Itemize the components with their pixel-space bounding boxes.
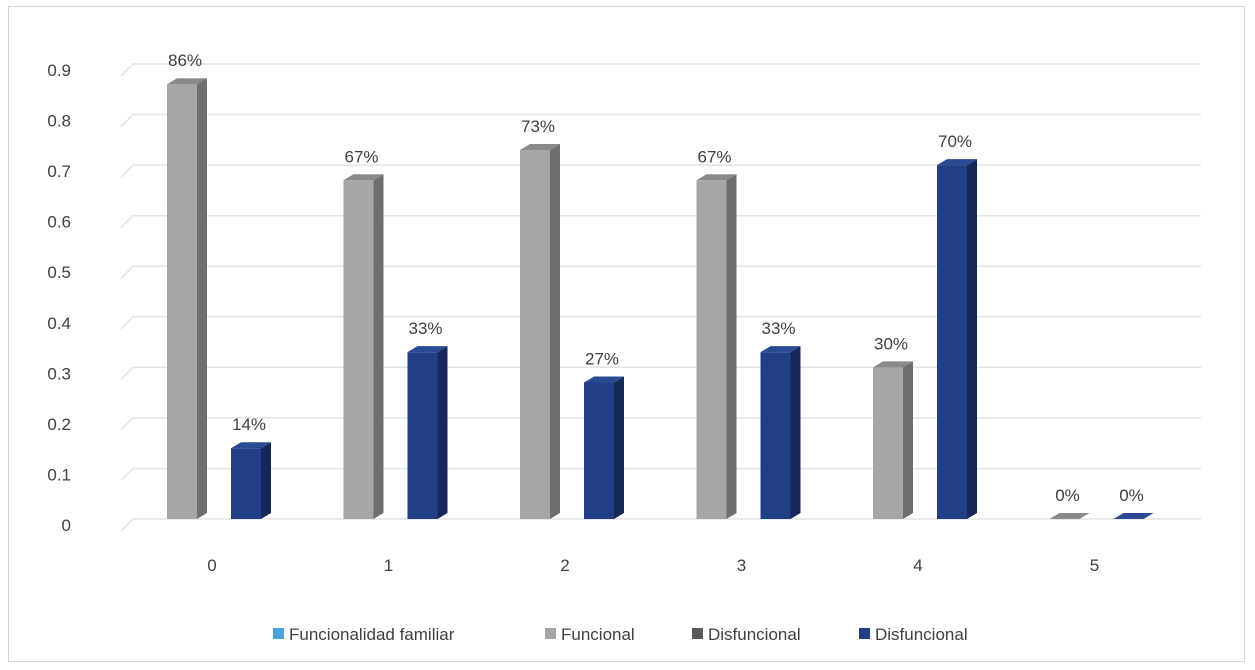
bar-funcional-4 — [873, 361, 913, 519]
gridlines — [120, 63, 1201, 532]
bars — [167, 78, 1154, 519]
data-label: 27% — [585, 350, 619, 369]
bar-funcional-0 — [167, 78, 207, 519]
data-label: 67% — [344, 147, 378, 166]
data-label: 67% — [697, 147, 731, 166]
legend-item: Funcionalidad familiar — [273, 625, 455, 644]
y-tick-label: 0.7 — [47, 162, 71, 181]
legend-item: Disfuncional — [859, 625, 968, 644]
bar-funcional-3 — [696, 174, 737, 519]
gridline — [120, 63, 1201, 77]
x-tick-label: 1 — [384, 556, 393, 575]
gridline — [120, 214, 1201, 229]
gridline — [120, 366, 1201, 380]
legend-label: Funcional — [561, 625, 635, 644]
data-label: 30% — [874, 334, 908, 353]
bar-chart: 00.10.20.30.40.50.60.70.80.9 86%14%67%33… — [47, 51, 1201, 644]
x-axis-ticks: 0 1 2 3 4 5 — [207, 556, 1099, 575]
y-tick-label: 0.5 — [47, 263, 71, 282]
data-label: 0% — [1055, 486, 1080, 505]
bar-funcional-2 — [520, 143, 560, 519]
gridline — [120, 518, 1201, 532]
legend: Funcionalidad familiar Funcional Disfuncio… — [273, 625, 968, 644]
bar-disfuncional-0 — [231, 442, 271, 519]
data-label: 33% — [761, 319, 795, 338]
y-tick-label: 0.6 — [47, 213, 71, 232]
bar-disfuncional-4 — [937, 159, 977, 519]
gridline — [120, 164, 1201, 178]
x-tick-label: 4 — [913, 556, 922, 575]
gridline — [120, 316, 1201, 330]
data-label: 33% — [408, 319, 442, 338]
y-tick-label: 0.3 — [47, 364, 71, 383]
legend-label: Disfuncional — [875, 625, 968, 644]
gridline — [120, 467, 1201, 481]
legend-label: Funcionalidad familiar — [289, 625, 455, 644]
bar-funcional-5 — [1049, 513, 1090, 519]
legend-swatch — [545, 628, 556, 639]
data-labels: 86% 14% 67% 33% 73% 27% 67% 33% 30% 70% 0% 0% — [168, 51, 1144, 505]
bar-disfuncional-3 — [760, 346, 801, 519]
data-label: 14% — [232, 415, 266, 434]
legend-swatch — [859, 628, 870, 639]
data-label: 0% — [1119, 486, 1144, 505]
legend-swatch — [692, 628, 703, 639]
x-tick-label: 5 — [1090, 556, 1099, 575]
x-tick-label: 0 — [207, 556, 216, 575]
gridline — [120, 265, 1201, 279]
y-tick-label: 0.8 — [47, 112, 71, 131]
legend-swatch — [273, 628, 284, 639]
legend-label: Disfuncional — [708, 625, 801, 644]
y-axis-ticks: 0 0.1 0.2 0.3 0.4 0.5 0.6 0.7 0.8 0.9 — [47, 61, 71, 535]
bar-funcional-1 — [343, 174, 384, 519]
data-label: 86% — [168, 51, 202, 70]
bar-disfuncional-2 — [584, 376, 624, 519]
y-tick-label: 0 — [62, 516, 71, 535]
x-tick-label: 3 — [737, 556, 746, 575]
legend-item: Disfuncional — [692, 625, 801, 644]
x-tick-label: 2 — [560, 556, 569, 575]
y-tick-label: 0.1 — [47, 465, 71, 484]
data-label: 70% — [938, 132, 972, 151]
data-label: 73% — [521, 117, 555, 136]
legend-item: Funcional — [545, 625, 635, 644]
y-tick-label: 0.2 — [47, 415, 71, 434]
chart-frame: 0 0.1 0.2 0.3 0.4 0.5 0.6 0.7 0.8 0.9 86% 14% 67% 33… — [8, 6, 1245, 662]
bar-disfuncional-5 — [1113, 513, 1154, 519]
gridline — [120, 417, 1201, 431]
y-tick-label: 0.9 — [47, 61, 71, 80]
gridline — [120, 113, 1201, 128]
bar-disfuncional-1 — [407, 346, 448, 519]
y-tick-label: 0.4 — [47, 314, 71, 333]
